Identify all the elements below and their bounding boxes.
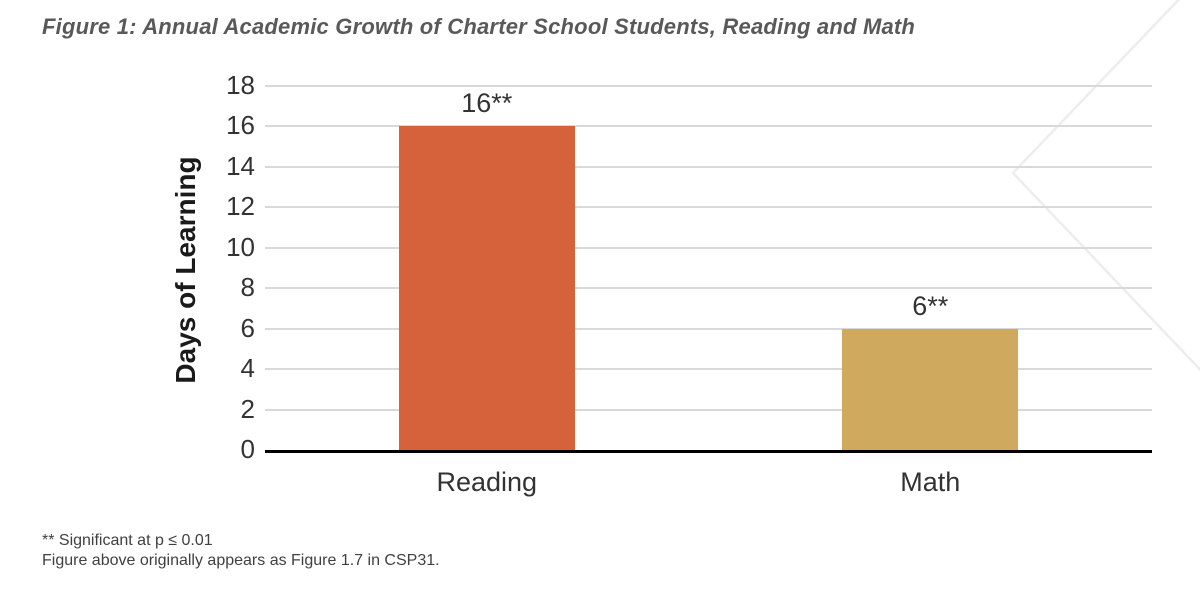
gridline-14: [265, 165, 1152, 168]
y-tick-label-6: 6: [240, 312, 255, 343]
gridline-4: [265, 368, 1152, 371]
y-tick-label-0: 0: [240, 434, 255, 464]
y-tick-label-12: 12: [226, 191, 255, 222]
gridline-2: [265, 408, 1152, 411]
y-tick-label-18: 18: [226, 70, 255, 100]
gridline-16: [265, 125, 1152, 128]
figure-title: Figure 1: Annual Academic Growth of Char…: [42, 14, 916, 39]
gridline-8: [265, 287, 1152, 290]
bar-value-label-reading: 16**: [461, 88, 513, 119]
y-tick-label-4: 4: [240, 353, 255, 384]
gridline-18: [265, 85, 1152, 87]
y-tick-label-8: 8: [240, 272, 255, 303]
y-tick-label-16: 16: [226, 110, 255, 141]
gridline-6: [265, 327, 1152, 330]
category-label-math: Math: [900, 467, 961, 497]
gridline-10: [265, 246, 1152, 249]
category-label-reading: Reading: [436, 467, 538, 497]
footnote-source: Figure above originally appears as Figur…: [42, 552, 440, 569]
footnote-significance: ** Significant at p ≤ 0.01: [42, 532, 213, 549]
bar-value-label-math: 6**: [912, 290, 949, 321]
bar-reading: [398, 126, 575, 450]
plot-area: 16** 6**: [265, 85, 1152, 453]
y-tick-label-10: 10: [226, 231, 255, 262]
y-tick-label-2: 2: [240, 393, 255, 424]
gridline-12: [265, 206, 1152, 209]
footnotes: ** Significant at p ≤ 0.01 Figure above …: [42, 531, 440, 571]
bar-math: [842, 328, 1019, 450]
y-tick-label-14: 14: [226, 150, 255, 181]
